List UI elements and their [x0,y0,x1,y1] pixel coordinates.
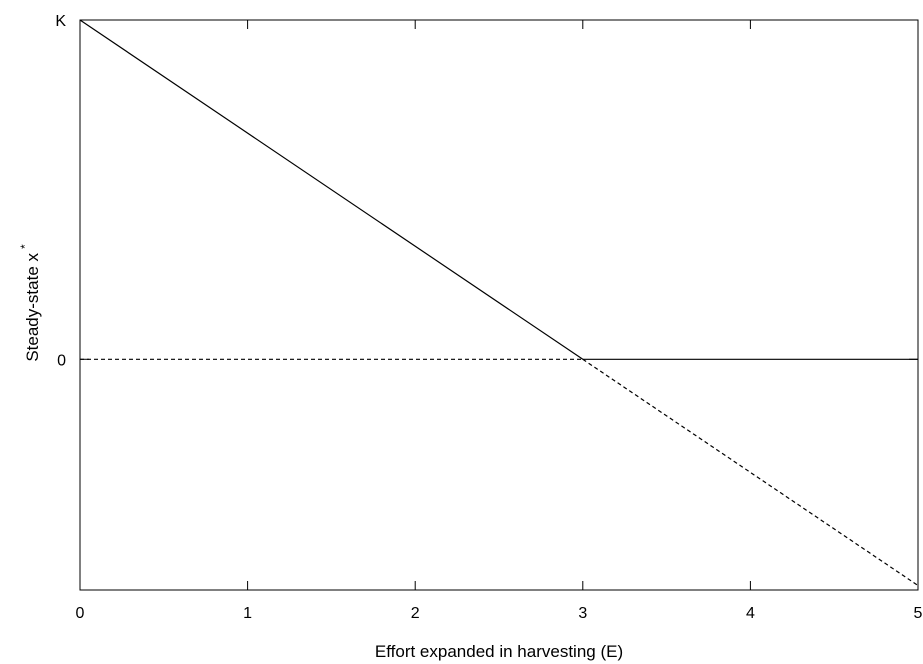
x-tick-label: 0 [76,605,85,622]
x-tick-label: 2 [411,605,420,622]
x-tick-label: 5 [914,605,923,622]
tick-layer: 0 1 2 3 4 5 K 0 [55,13,922,622]
x-tick-label: 3 [578,605,587,622]
series-layer [79,19,919,586]
x-axis-title: Effort expanded in harvesting (E) [375,642,623,661]
series-line-1-solid [79,19,584,360]
y-tick-label: K [55,13,66,30]
plot-frame [79,19,919,591]
y-axis-title-superscript: * [18,244,32,249]
y-axis-title: Steady-state x * [18,244,42,362]
x-tick-label: 4 [746,605,755,622]
y-tick-label: 0 [57,352,66,369]
x-tick-label: 1 [243,605,252,622]
y-axis-title-text: Steady-state x [23,253,42,362]
series-line-4-dashed [582,358,919,586]
